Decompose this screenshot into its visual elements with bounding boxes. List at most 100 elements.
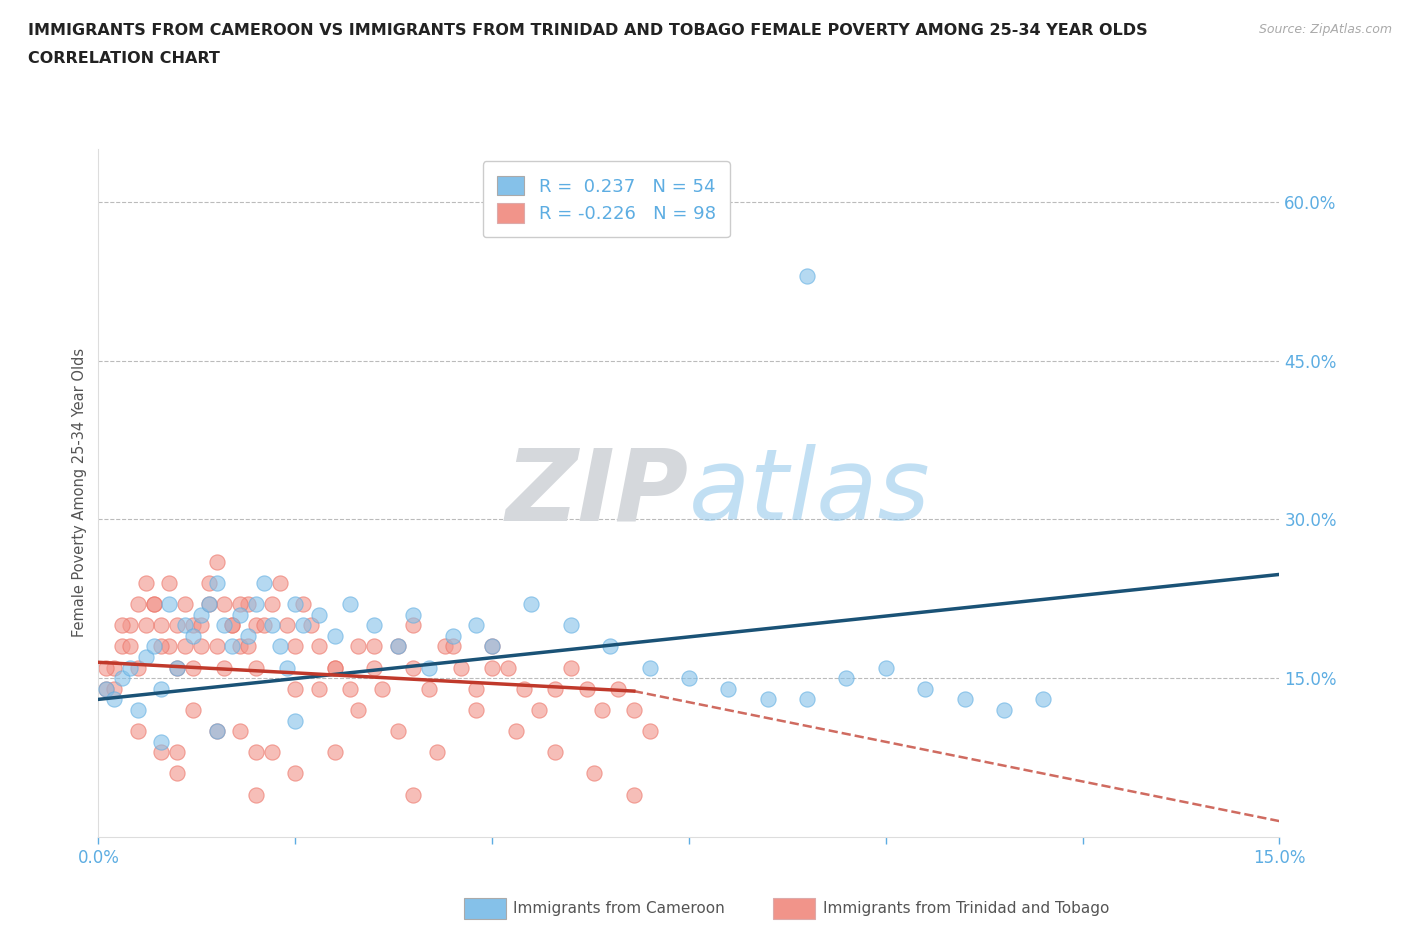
Point	[875, 660, 897, 675]
Point	[174, 639, 197, 654]
Point	[481, 660, 503, 675]
Point	[166, 660, 188, 675]
Point	[229, 639, 252, 654]
Point	[205, 554, 228, 569]
Point	[363, 618, 385, 632]
Point	[221, 639, 243, 654]
Point	[181, 660, 204, 675]
Point	[402, 618, 425, 632]
Point	[560, 618, 582, 632]
Point	[591, 702, 613, 717]
Point	[157, 576, 180, 591]
Text: CORRELATION CHART: CORRELATION CHART	[28, 51, 219, 66]
Point	[221, 618, 243, 632]
Point	[253, 618, 276, 632]
Point	[465, 618, 488, 632]
Point	[174, 597, 197, 612]
Point	[214, 597, 236, 612]
Point	[465, 682, 488, 697]
Point	[284, 713, 307, 728]
Point	[575, 682, 598, 697]
Point	[276, 618, 298, 632]
Point	[756, 692, 779, 707]
Point	[465, 702, 488, 717]
Point	[481, 639, 503, 654]
Point	[127, 702, 149, 717]
Point	[323, 660, 346, 675]
Point	[253, 576, 276, 591]
Point	[103, 682, 125, 697]
Point	[190, 618, 212, 632]
Point	[174, 618, 197, 632]
Point	[205, 639, 228, 654]
Point	[623, 787, 645, 802]
Point	[111, 618, 134, 632]
Point	[166, 745, 188, 760]
Point	[181, 702, 204, 717]
Point	[166, 660, 188, 675]
Point	[103, 660, 125, 675]
Point	[236, 639, 259, 654]
Point	[363, 660, 385, 675]
Point	[276, 660, 298, 675]
Point	[638, 724, 661, 738]
Text: IMMIGRANTS FROM CAMEROON VS IMMIGRANTS FROM TRINIDAD AND TOBAGO FEMALE POVERTY A: IMMIGRANTS FROM CAMEROON VS IMMIGRANTS F…	[28, 23, 1147, 38]
Point	[245, 787, 267, 802]
Point	[481, 639, 503, 654]
Point	[135, 576, 157, 591]
Point	[308, 607, 330, 622]
Point	[993, 702, 1015, 717]
Point	[190, 607, 212, 622]
Point	[166, 618, 188, 632]
Point	[96, 660, 118, 675]
Point	[560, 660, 582, 675]
Point	[529, 702, 551, 717]
Point	[347, 639, 370, 654]
Point	[197, 576, 219, 591]
Point	[127, 724, 149, 738]
Point	[347, 702, 370, 717]
Point	[236, 629, 259, 644]
Point	[292, 597, 315, 612]
Point	[426, 745, 449, 760]
Point	[418, 660, 440, 675]
Point	[96, 682, 118, 697]
Point	[221, 618, 243, 632]
Point	[402, 660, 425, 675]
Point	[433, 639, 456, 654]
Point	[118, 639, 141, 654]
Point	[1032, 692, 1054, 707]
Point	[150, 618, 173, 632]
Point	[269, 576, 291, 591]
Point	[190, 639, 212, 654]
Point	[308, 682, 330, 697]
Point	[623, 702, 645, 717]
Point	[796, 269, 818, 284]
Point	[205, 576, 228, 591]
Point	[150, 682, 173, 697]
Text: ZIP: ZIP	[506, 445, 689, 541]
Point	[245, 597, 267, 612]
Point	[197, 597, 219, 612]
Point	[284, 682, 307, 697]
Point	[387, 639, 409, 654]
Point	[284, 597, 307, 612]
Point	[260, 745, 283, 760]
Point	[269, 639, 291, 654]
Point	[299, 618, 322, 632]
Point	[450, 660, 472, 675]
Point	[181, 618, 204, 632]
Point	[339, 597, 361, 612]
Point	[150, 639, 173, 654]
Point	[96, 682, 118, 697]
Point	[118, 618, 141, 632]
Point	[214, 660, 236, 675]
Point	[544, 682, 567, 697]
Point	[214, 618, 236, 632]
Point	[914, 682, 936, 697]
Point	[157, 639, 180, 654]
Point	[111, 639, 134, 654]
Point	[229, 607, 252, 622]
Point	[150, 745, 173, 760]
Point	[678, 671, 700, 685]
